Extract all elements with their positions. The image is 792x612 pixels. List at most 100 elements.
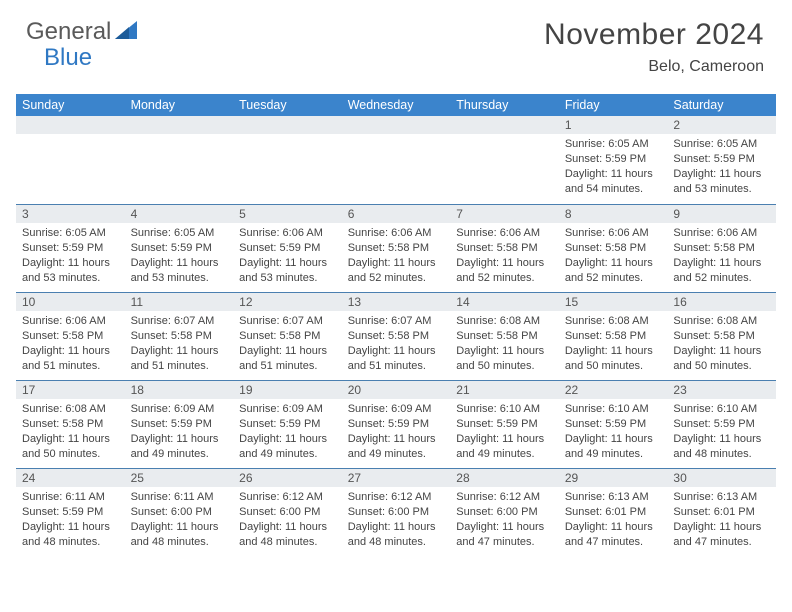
sunrise-line: Sunrise: 6:09 AM — [239, 402, 336, 417]
daylight-line: Daylight: 11 hours and 47 minutes. — [456, 520, 553, 550]
sunset-line: Sunset: 5:58 PM — [239, 329, 336, 344]
day-number-bar: 26 — [233, 469, 342, 487]
day-details: Sunrise: 6:08 AMSunset: 5:58 PMDaylight:… — [667, 311, 776, 379]
calendar: SundayMondayTuesdayWednesdayThursdayFrid… — [16, 94, 776, 556]
sunset-line: Sunset: 6:00 PM — [456, 505, 553, 520]
calendar-cell — [342, 116, 451, 204]
sunrise-line: Sunrise: 6:12 AM — [239, 490, 336, 505]
daylight-line: Daylight: 11 hours and 49 minutes. — [131, 432, 228, 462]
sunrise-line: Sunrise: 6:05 AM — [673, 137, 770, 152]
calendar-cell: 24Sunrise: 6:11 AMSunset: 5:59 PMDayligh… — [16, 468, 125, 556]
daylight-line: Daylight: 11 hours and 54 minutes. — [565, 167, 662, 197]
sunset-line: Sunset: 5:58 PM — [673, 241, 770, 256]
day-details: Sunrise: 6:06 AMSunset: 5:59 PMDaylight:… — [233, 223, 342, 291]
sunset-line: Sunset: 5:59 PM — [22, 505, 119, 520]
day-details: Sunrise: 6:05 AMSunset: 5:59 PMDaylight:… — [125, 223, 234, 291]
day-details: Sunrise: 6:10 AMSunset: 5:59 PMDaylight:… — [667, 399, 776, 467]
calendar-cell: 22Sunrise: 6:10 AMSunset: 5:59 PMDayligh… — [559, 380, 668, 468]
daylight-line: Daylight: 11 hours and 51 minutes. — [22, 344, 119, 374]
sunset-line: Sunset: 5:59 PM — [348, 417, 445, 432]
sunset-line: Sunset: 5:59 PM — [22, 241, 119, 256]
day-number-bar: 18 — [125, 381, 234, 399]
day-number-bar: 10 — [16, 293, 125, 311]
calendar-cell: 13Sunrise: 6:07 AMSunset: 5:58 PMDayligh… — [342, 292, 451, 380]
day-number-bar: 9 — [667, 205, 776, 223]
daylight-line: Daylight: 11 hours and 47 minutes. — [673, 520, 770, 550]
day-number-bar — [233, 116, 342, 134]
day-details: Sunrise: 6:09 AMSunset: 5:59 PMDaylight:… — [342, 399, 451, 467]
day-details: Sunrise: 6:08 AMSunset: 5:58 PMDaylight:… — [450, 311, 559, 379]
calendar-cell: 1Sunrise: 6:05 AMSunset: 5:59 PMDaylight… — [559, 116, 668, 204]
day-details: Sunrise: 6:07 AMSunset: 5:58 PMDaylight:… — [125, 311, 234, 379]
daylight-line: Daylight: 11 hours and 51 minutes. — [348, 344, 445, 374]
daylight-line: Daylight: 11 hours and 50 minutes. — [565, 344, 662, 374]
day-details: Sunrise: 6:06 AMSunset: 5:58 PMDaylight:… — [667, 223, 776, 291]
sunrise-line: Sunrise: 6:10 AM — [565, 402, 662, 417]
day-number-bar: 8 — [559, 205, 668, 223]
day-details: Sunrise: 6:13 AMSunset: 6:01 PMDaylight:… — [667, 487, 776, 555]
sunset-line: Sunset: 5:59 PM — [673, 417, 770, 432]
sunrise-line: Sunrise: 6:06 AM — [239, 226, 336, 241]
daylight-line: Daylight: 11 hours and 50 minutes. — [456, 344, 553, 374]
day-number-bar: 14 — [450, 293, 559, 311]
day-details: Sunrise: 6:06 AMSunset: 5:58 PMDaylight:… — [450, 223, 559, 291]
weekday-header: Tuesday — [233, 94, 342, 116]
daylight-line: Daylight: 11 hours and 49 minutes. — [456, 432, 553, 462]
day-number-bar — [16, 116, 125, 134]
sunset-line: Sunset: 5:59 PM — [673, 152, 770, 167]
daylight-line: Daylight: 11 hours and 48 minutes. — [22, 520, 119, 550]
weekday-header: Thursday — [450, 94, 559, 116]
sunrise-line: Sunrise: 6:10 AM — [456, 402, 553, 417]
daylight-line: Daylight: 11 hours and 50 minutes. — [22, 432, 119, 462]
month-title: November 2024 — [544, 18, 764, 52]
sunset-line: Sunset: 5:59 PM — [239, 241, 336, 256]
sunrise-line: Sunrise: 6:10 AM — [673, 402, 770, 417]
calendar-cell: 5Sunrise: 6:06 AMSunset: 5:59 PMDaylight… — [233, 204, 342, 292]
sunrise-line: Sunrise: 6:08 AM — [565, 314, 662, 329]
day-details: Sunrise: 6:05 AMSunset: 5:59 PMDaylight:… — [559, 134, 668, 202]
day-details: Sunrise: 6:06 AMSunset: 5:58 PMDaylight:… — [16, 311, 125, 379]
day-number-bar: 30 — [667, 469, 776, 487]
daylight-line: Daylight: 11 hours and 49 minutes. — [239, 432, 336, 462]
daylight-line: Daylight: 11 hours and 51 minutes. — [239, 344, 336, 374]
calendar-cell: 11Sunrise: 6:07 AMSunset: 5:58 PMDayligh… — [125, 292, 234, 380]
calendar-cell: 30Sunrise: 6:13 AMSunset: 6:01 PMDayligh… — [667, 468, 776, 556]
sunset-line: Sunset: 5:58 PM — [456, 241, 553, 256]
day-number-bar: 6 — [342, 205, 451, 223]
daylight-line: Daylight: 11 hours and 48 minutes. — [131, 520, 228, 550]
calendar-cell — [16, 116, 125, 204]
weekday-header: Monday — [125, 94, 234, 116]
day-details: Sunrise: 6:13 AMSunset: 6:01 PMDaylight:… — [559, 487, 668, 555]
daylight-line: Daylight: 11 hours and 48 minutes. — [239, 520, 336, 550]
weekday-header: Wednesday — [342, 94, 451, 116]
calendar-cell: 4Sunrise: 6:05 AMSunset: 5:59 PMDaylight… — [125, 204, 234, 292]
weekday-header: Saturday — [667, 94, 776, 116]
sunset-line: Sunset: 6:00 PM — [131, 505, 228, 520]
calendar-cell: 23Sunrise: 6:10 AMSunset: 5:59 PMDayligh… — [667, 380, 776, 468]
sunrise-line: Sunrise: 6:08 AM — [673, 314, 770, 329]
sunrise-line: Sunrise: 6:06 AM — [348, 226, 445, 241]
day-details: Sunrise: 6:05 AMSunset: 5:59 PMDaylight:… — [667, 134, 776, 202]
day-number-bar — [342, 116, 451, 134]
daylight-line: Daylight: 11 hours and 53 minutes. — [22, 256, 119, 286]
calendar-cell: 17Sunrise: 6:08 AMSunset: 5:58 PMDayligh… — [16, 380, 125, 468]
title-block: November 2024 Belo, Cameroon — [544, 18, 764, 76]
day-number-bar: 23 — [667, 381, 776, 399]
day-number-bar: 5 — [233, 205, 342, 223]
daylight-line: Daylight: 11 hours and 52 minutes. — [673, 256, 770, 286]
day-details: Sunrise: 6:05 AMSunset: 5:59 PMDaylight:… — [16, 223, 125, 291]
sunrise-line: Sunrise: 6:13 AM — [673, 490, 770, 505]
sunset-line: Sunset: 5:59 PM — [239, 417, 336, 432]
daylight-line: Daylight: 11 hours and 47 minutes. — [565, 520, 662, 550]
day-number-bar — [125, 116, 234, 134]
sunrise-line: Sunrise: 6:05 AM — [22, 226, 119, 241]
sunrise-line: Sunrise: 6:09 AM — [131, 402, 228, 417]
weekday-header: Sunday — [16, 94, 125, 116]
day-details: Sunrise: 6:06 AMSunset: 5:58 PMDaylight:… — [559, 223, 668, 291]
day-details: Sunrise: 6:11 AMSunset: 5:59 PMDaylight:… — [16, 487, 125, 555]
sunrise-line: Sunrise: 6:07 AM — [131, 314, 228, 329]
daylight-line: Daylight: 11 hours and 49 minutes. — [348, 432, 445, 462]
day-number-bar — [450, 116, 559, 134]
day-details: Sunrise: 6:08 AMSunset: 5:58 PMDaylight:… — [559, 311, 668, 379]
logo-word-general: General — [26, 18, 111, 46]
